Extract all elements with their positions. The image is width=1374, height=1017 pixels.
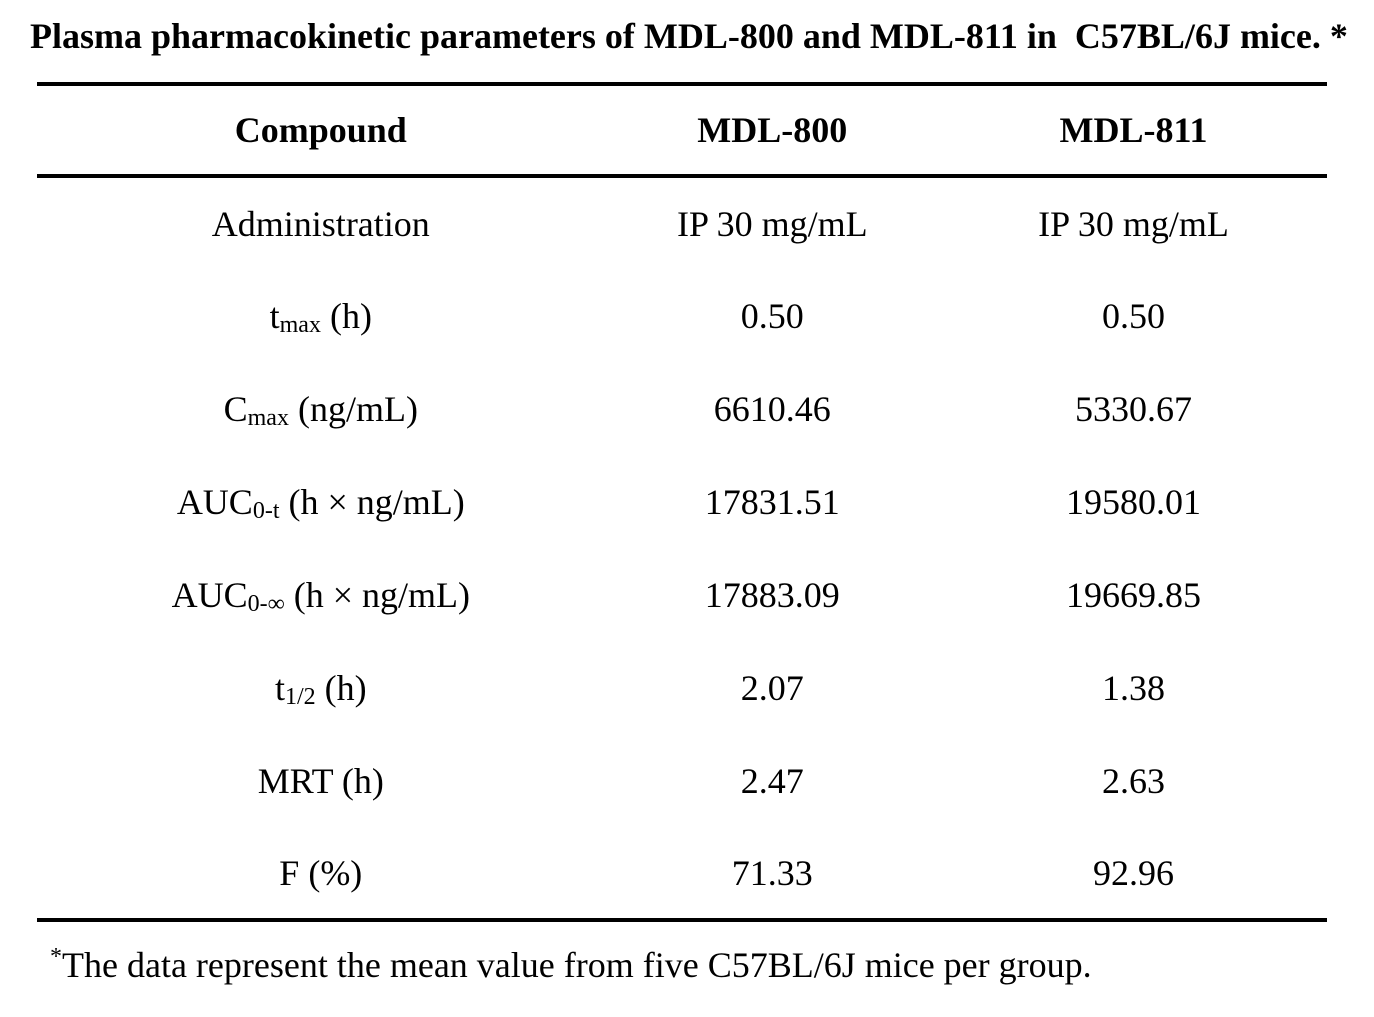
parameter-cell: tmax (h) — [37, 269, 605, 362]
mdl811-value: 0.50 — [1101, 295, 1165, 336]
header-mdl800: MDL-800 — [604, 84, 940, 178]
footnote-text: The data represent the mean value from f… — [62, 945, 1092, 985]
parameter-base: F — [279, 852, 300, 893]
footnote-asterisk-marker: * — [50, 944, 62, 970]
parameter-subscript: 0-∞ — [247, 590, 285, 617]
table-row-auc0inf: AUC0-∞ (h × ng/mL) 17883.09 19669.85 — [37, 548, 1327, 641]
parameter-suffix: (ng/mL) — [288, 388, 418, 429]
parameter-subscript: max — [279, 311, 321, 338]
pharmacokinetics-table: Compound MDL-800 MDL-811 Administration … — [37, 82, 1327, 922]
table-row-mrt: MRT (h) 2.47 2.63 — [37, 734, 1327, 827]
parameter-subscript: 0-t — [252, 497, 280, 524]
parameter-suffix: (h) — [315, 667, 367, 708]
parameter-base: MRT — [257, 760, 333, 801]
table-row-administration: Administration IP 30 mg/mL IP 30 mg/mL — [37, 176, 1327, 269]
parameter-base: Administration — [211, 203, 430, 244]
parameter-suffix: (h × ng/mL) — [279, 481, 465, 522]
mdl811-value: 2.63 — [1101, 760, 1165, 801]
parameter-subscript: 1/2 — [284, 683, 316, 710]
table-body: Administration IP 30 mg/mL IP 30 mg/mL t… — [37, 176, 1327, 920]
table-row-bioavailability: F (%) 71.33 92.96 — [37, 827, 1327, 920]
parameter-suffix: (%) — [299, 852, 363, 893]
parameter-suffix: (h) — [320, 295, 372, 336]
table-title: Plasma pharmacokinetic parameters of MDL… — [30, 16, 1348, 56]
parameter-cell: t1/2 (h) — [37, 641, 605, 734]
parameter-cell: Administration — [37, 176, 605, 269]
mdl811-value: 19669.85 — [1065, 574, 1201, 615]
header-row: Compound MDL-800 MDL-811 — [37, 84, 1327, 178]
parameter-subscript: max — [247, 404, 289, 431]
parameter-cell: F (%) — [37, 827, 605, 920]
parameter-cell: MRT (h) — [37, 734, 605, 827]
mdl800-value: 71.33 — [731, 852, 813, 893]
header-mdl811: MDL-811 — [939, 84, 1327, 178]
parameter-base: t — [269, 295, 280, 336]
mdl811-value: 92.96 — [1092, 852, 1174, 893]
mdl800-value: 6610.46 — [713, 388, 831, 429]
mdl800-value: 17883.09 — [704, 574, 840, 615]
mdl800-value: 17831.51 — [704, 481, 840, 522]
table-header: Compound MDL-800 MDL-811 — [37, 84, 1327, 178]
parameter-cell: AUC0-t (h × ng/mL) — [37, 455, 605, 548]
footnote: *The data represent the mean value from … — [50, 942, 1327, 988]
mdl811-value: IP 30 mg/mL — [1038, 203, 1229, 244]
parameter-base: C — [223, 388, 248, 429]
mdl800-value: 2.07 — [740, 667, 804, 708]
table-row-tmax: tmax (h) 0.50 0.50 — [37, 269, 1327, 362]
mdl811-value: 5330.67 — [1074, 388, 1192, 429]
parameter-suffix: (h) — [332, 760, 384, 801]
mdl811-value: 19580.01 — [1065, 481, 1201, 522]
parameter-cell: Cmax (ng/mL) — [37, 362, 605, 455]
mdl800-value: 2.47 — [740, 760, 804, 801]
table-row-thalf: t1/2 (h) 2.07 1.38 — [37, 641, 1327, 734]
parameter-cell: AUC0-∞ (h × ng/mL) — [37, 548, 605, 641]
header-compound: Compound — [37, 84, 605, 178]
mdl800-value: 0.50 — [740, 295, 804, 336]
parameter-suffix: (h × ng/mL) — [284, 574, 470, 615]
table-row-cmax: Cmax (ng/mL) 6610.46 5330.67 — [37, 362, 1327, 455]
parameter-base: AUC — [176, 481, 253, 522]
mdl800-value: IP 30 mg/mL — [676, 203, 868, 244]
parameter-base: AUC — [171, 574, 248, 615]
table-row-auc0t: AUC0-t (h × ng/mL) 17831.51 19580.01 — [37, 455, 1327, 548]
mdl811-value: 1.38 — [1101, 667, 1165, 708]
parameter-base: t — [274, 667, 285, 708]
